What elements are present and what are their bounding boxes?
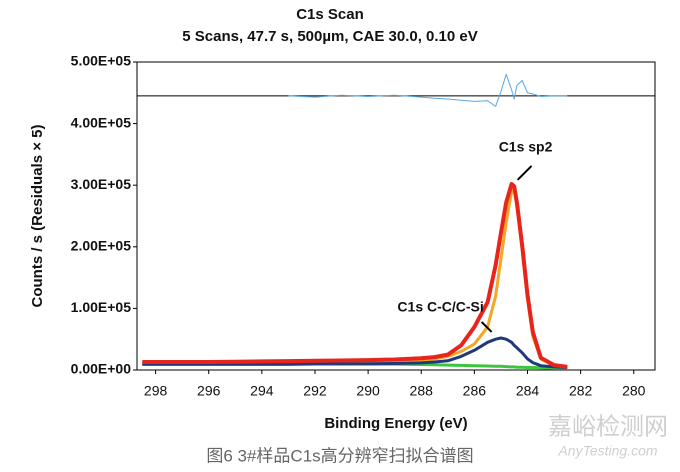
chart-title: C1s Scan [296,6,364,23]
x-tick-label: 286 [463,383,487,399]
watermark: AnyTesting.com [557,443,657,459]
series-line [142,182,568,369]
annotation-text: C1s C-C/C-Si [397,299,483,315]
y-tick-label: 5.00E+05 [71,53,132,69]
chart-subtitle: 5 Scans, 47.7 s, 500µm, CAE 30.0, 0.10 e… [182,28,478,45]
x-axis-label: Binding Energy (eV) [324,415,467,432]
annotation-text: C1s sp2 [499,139,553,155]
y-tick-label: 3.00E+05 [71,176,132,192]
x-tick-label: 280 [622,383,646,399]
series-line [288,73,568,107]
x-tick-label: 290 [356,383,380,399]
annotation-arrow [480,321,493,333]
annotation-arrow [516,165,533,181]
series-line [142,336,568,369]
x-tick-label: 288 [410,383,434,399]
x-tick-label: 298 [144,383,168,399]
y-axis-label: Counts / s (Residuals × 5) [29,125,46,308]
x-tick-label: 284 [516,383,540,399]
x-tick-label: 296 [197,383,221,399]
x-tick-label: 282 [569,383,593,399]
y-tick-label: 4.00E+05 [71,114,132,130]
y-tick-label: 2.00E+05 [71,238,132,254]
x-tick-label: 294 [250,383,274,399]
y-tick-label: 1.00E+05 [71,299,132,315]
watermark: 嘉峪检测网 [548,413,668,440]
y-tick-label: 0.00E+00 [71,361,132,377]
caption: 图6 3#样品C1s高分辨窄扫拟合谱图 [206,446,473,465]
x-tick-label: 292 [303,383,327,399]
plot-area [136,61,656,371]
